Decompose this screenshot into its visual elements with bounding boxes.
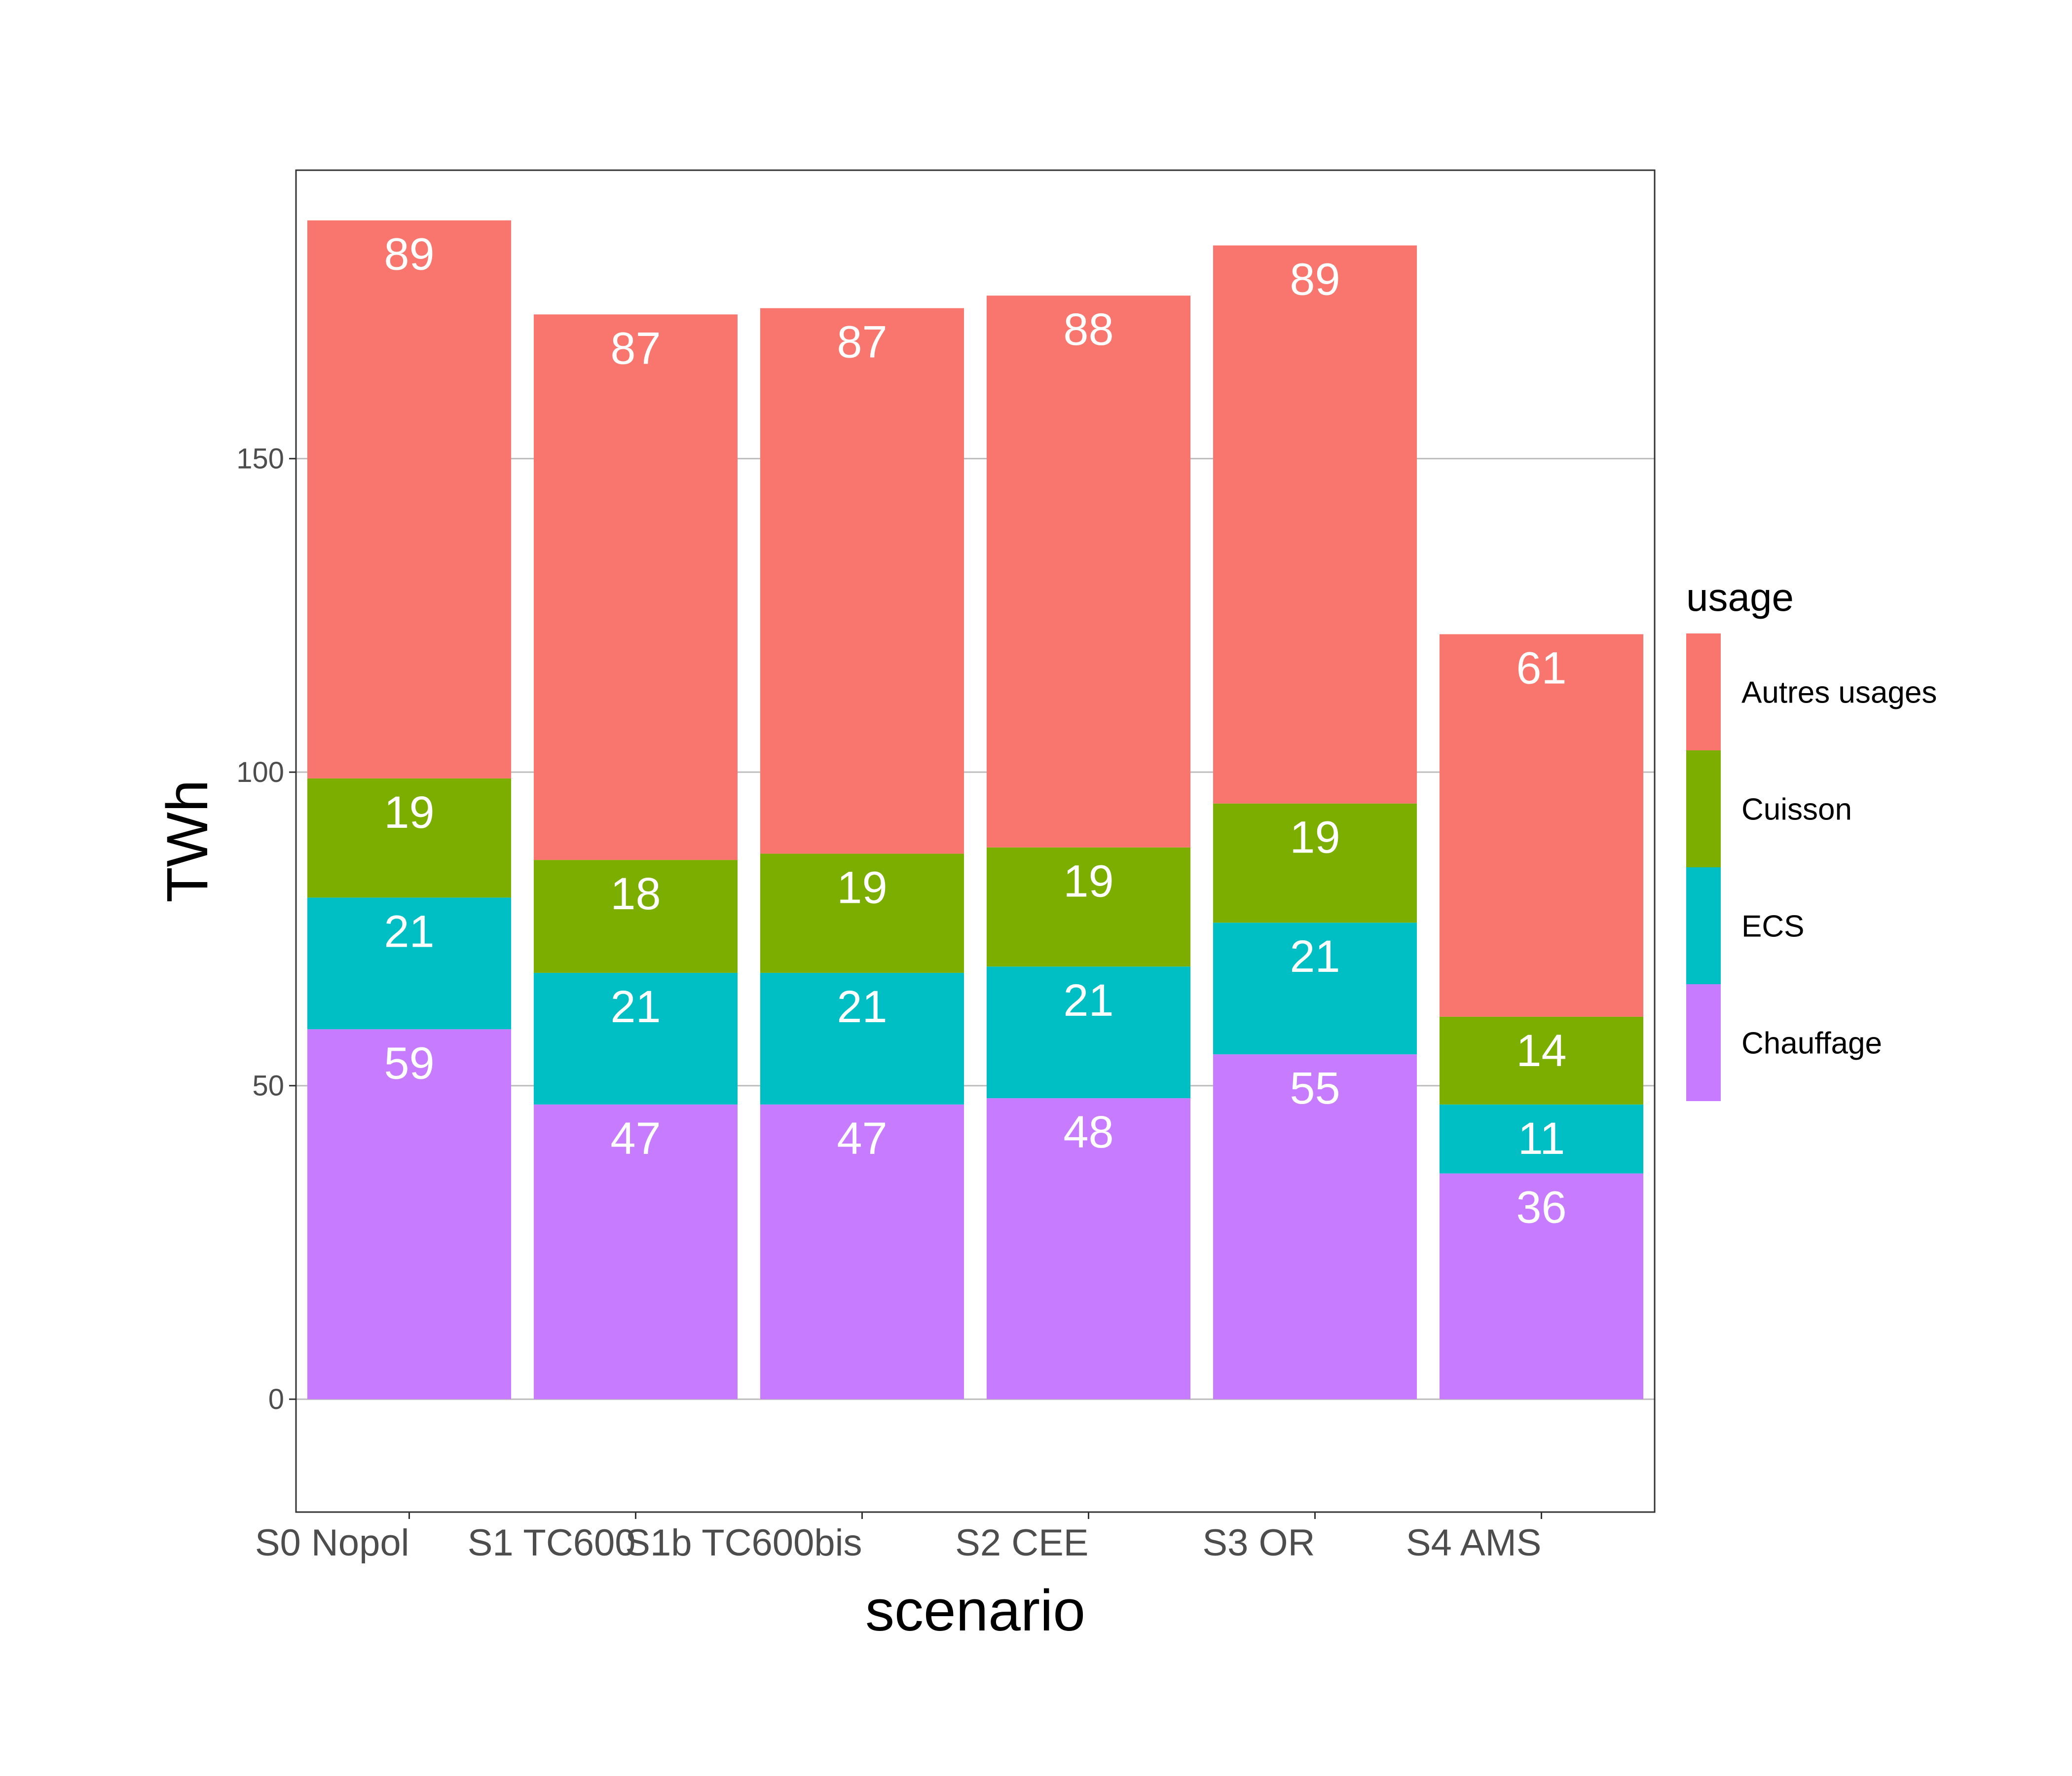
data-label: 47 [610, 1113, 661, 1164]
data-label: 88 [1063, 304, 1113, 355]
bar-segment [533, 1104, 738, 1400]
data-label: 21 [837, 982, 887, 1032]
data-label: 11 [1518, 1113, 1565, 1164]
legend-label: Chauffage [1741, 1027, 1882, 1061]
data-label: 59 [384, 1038, 434, 1088]
x-tick-label: S3 OR [1202, 1522, 1315, 1564]
bar-segment [760, 1104, 964, 1400]
y-axis-title: TWh [155, 779, 220, 902]
legend-key [1686, 984, 1721, 1101]
data-label: 18 [610, 869, 661, 919]
bars [307, 220, 1644, 1400]
data-label: 47 [837, 1113, 887, 1164]
data-label: 87 [837, 317, 887, 368]
x-tick-label: S1 TC600 [468, 1522, 636, 1564]
data-label: 89 [384, 229, 434, 280]
legend-key [1686, 633, 1721, 750]
bar-segment [1213, 245, 1417, 804]
bar-segment [1439, 1173, 1644, 1400]
bar-segment [1439, 634, 1644, 1017]
plot-panel-border [295, 169, 1656, 1513]
data-label: 14 [1516, 1026, 1566, 1076]
bar-segment [1439, 1104, 1644, 1174]
data-label: 19 [1290, 813, 1340, 863]
bar-segment [986, 847, 1191, 967]
data-label: 21 [1290, 931, 1340, 982]
data-label: 61 [1516, 643, 1566, 694]
x-tick-label: S2 CEE [955, 1522, 1088, 1564]
y-tick-label: 150 [236, 443, 284, 475]
legend: usage Autres usages Cuisson ECS Chauffage [1686, 575, 1937, 1101]
y-tick-label: 100 [236, 756, 284, 788]
bar-segment [1213, 923, 1417, 1055]
data-label: 21 [610, 982, 661, 1032]
bar-segment [986, 296, 1191, 848]
bar-segment [760, 853, 964, 973]
bar-segment [1213, 803, 1417, 923]
data-labels: 59 21 19 89 47 21 18 87 47 21 19 87 48 21 19 88 55 21 19 89… [384, 229, 1566, 1233]
data-label: 19 [1063, 856, 1113, 907]
data-label: 36 [1516, 1183, 1566, 1233]
x-tick-label: S1b TC600bis [625, 1522, 862, 1564]
data-label: 87 [610, 323, 661, 373]
legend-title: usage [1686, 575, 1794, 619]
bar-segment [1213, 1054, 1417, 1400]
legend-key [1686, 867, 1721, 984]
data-label: 21 [1063, 975, 1113, 1026]
bar-segment [986, 966, 1191, 1099]
data-label: 55 [1290, 1063, 1340, 1113]
bar-segment [533, 972, 738, 1105]
bar-segment [1439, 1016, 1644, 1105]
x-tick-label: S0 Nopol [255, 1522, 409, 1564]
x-tick-label: S4 AMS [1406, 1522, 1542, 1564]
bar-segment [307, 897, 512, 1030]
legend-key [1686, 750, 1721, 867]
bar-segment [760, 308, 964, 854]
bar-segment [533, 314, 738, 860]
bar-segment [307, 220, 512, 778]
bar-segment [307, 778, 512, 898]
bar-segment [533, 860, 738, 973]
y-gridlines [296, 458, 1655, 1400]
x-axis-title: scenario [865, 1578, 1085, 1643]
data-label: 89 [1290, 255, 1340, 305]
y-tick-label: 0 [268, 1383, 284, 1415]
data-label: 21 [384, 906, 434, 957]
legend-label: Cuisson [1741, 793, 1852, 827]
data-label: 48 [1063, 1107, 1113, 1157]
y-tick-label: 50 [252, 1070, 284, 1102]
bar-segment [986, 1098, 1191, 1400]
legend-label: ECS [1741, 910, 1804, 944]
y-axis: 0 50 100 150 [236, 443, 296, 1415]
data-label: 19 [837, 862, 887, 913]
bar-segment [760, 972, 964, 1105]
bar-segment [307, 1029, 512, 1400]
data-label: 19 [384, 787, 434, 838]
legend-label: Autres usages [1741, 676, 1937, 710]
